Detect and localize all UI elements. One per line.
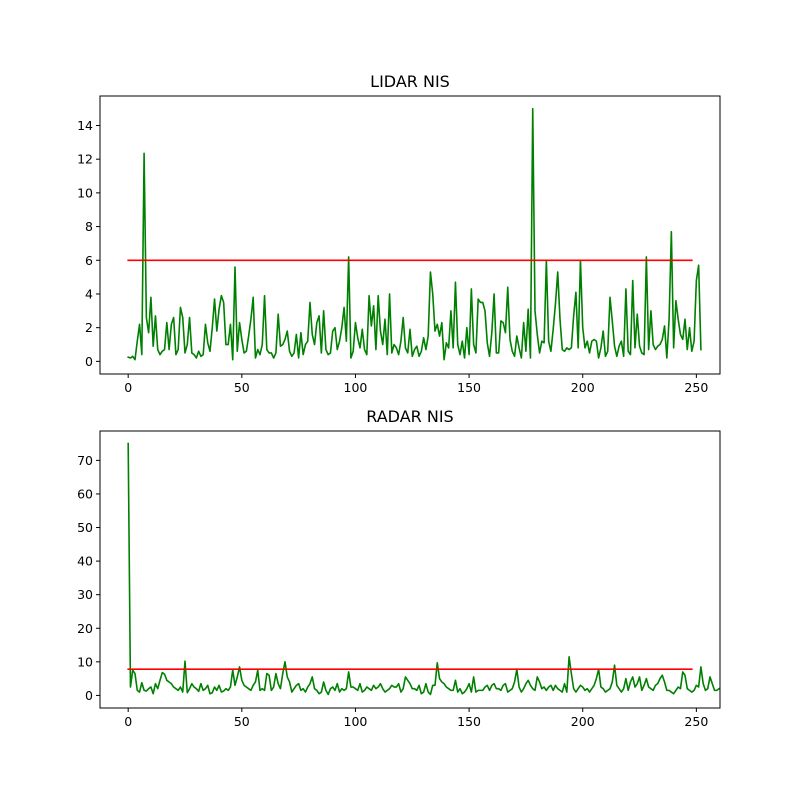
y-tick-label: 0 [85, 354, 93, 369]
y-tick-label: 2 [85, 320, 93, 335]
nis-series-line [127, 442, 721, 696]
y-tick-label: 30 [77, 587, 93, 602]
y-tick-label: 0 [85, 688, 93, 703]
x-tick-label: 150 [457, 714, 481, 729]
x-tick-label: 100 [344, 714, 368, 729]
x-tick-label: 0 [124, 714, 132, 729]
lidar-nis-chart: LIDAR NIS 0 50 100 150 200 250 0 2 4 6 8 10 12 14 [77, 72, 721, 395]
y-tick-label: 20 [77, 621, 93, 636]
y-tick-label: 14 [77, 118, 93, 133]
y-tick-label: 70 [77, 453, 93, 468]
x-tick-label: 150 [457, 380, 481, 395]
y-tick-label: 6 [85, 253, 93, 268]
chart-title: LIDAR NIS [370, 72, 450, 91]
y-tick-label: 4 [85, 286, 93, 301]
axes-frame [99, 95, 721, 375]
x-tick-label: 200 [571, 380, 595, 395]
chart-title: RADAR NIS [366, 407, 453, 426]
y-tick-label: 10 [77, 654, 93, 669]
radar-nis-chart: RADAR NIS 0 50 100 150 200 250 0 10 20 30 40 50 60 70 [77, 407, 721, 729]
x-tick-label: 100 [344, 380, 368, 395]
y-tick-label: 40 [77, 554, 93, 569]
x-tick-label: 250 [684, 380, 708, 395]
x-tick-label: 200 [571, 714, 595, 729]
x-tick-label: 0 [124, 380, 132, 395]
y-tick-label: 12 [77, 152, 93, 167]
y-tick-label: 10 [77, 185, 93, 200]
axes-frame [99, 430, 721, 709]
x-tick-label: 250 [684, 714, 708, 729]
x-tick-label: 50 [234, 380, 250, 395]
nis-series-line [127, 107, 702, 361]
radar-plot-area: 0 50 100 150 200 250 0 10 20 30 40 50 60 70 [77, 430, 721, 729]
lidar-plot-area: 0 50 100 150 200 250 0 2 4 6 8 10 12 14 [77, 95, 721, 395]
y-tick-label: 50 [77, 520, 93, 535]
y-tick-label: 8 [85, 219, 93, 234]
y-tick-label: 60 [77, 486, 93, 501]
x-tick-label: 50 [234, 714, 250, 729]
